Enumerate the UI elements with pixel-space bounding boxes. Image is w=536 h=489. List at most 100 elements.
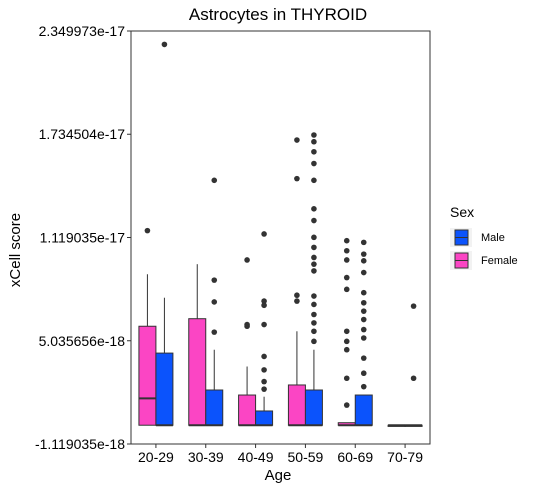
outlier-point — [311, 217, 317, 224]
box-male-30-39 — [205, 177, 224, 427]
box-female-20-29 — [138, 227, 157, 426]
y-axis-title: xCell score — [7, 213, 24, 287]
legend: Sex Male Female — [450, 204, 518, 270]
box-female-30-39 — [188, 264, 207, 427]
outlier-point — [244, 321, 250, 328]
box-female-50-59 — [287, 137, 306, 427]
x-tick-label: 40-49 — [238, 449, 274, 465]
outlier-point — [261, 298, 267, 304]
box-body — [155, 352, 174, 426]
x-tick-label: 30-39 — [188, 449, 224, 465]
box-female-40-49 — [238, 257, 257, 427]
x-tick-label: 50-59 — [288, 449, 324, 465]
outlier-point — [343, 247, 350, 254]
outlier-point — [294, 292, 300, 299]
x-tick-label: 70-79 — [387, 449, 423, 465]
outlier-point — [311, 244, 317, 251]
box-male-70-79 — [404, 303, 423, 427]
outlier-point — [343, 274, 350, 281]
outlier-point — [311, 301, 317, 308]
outlier-point — [360, 326, 367, 333]
y-tick-label: 2.349973e-17 — [39, 23, 126, 39]
legend-label-male: Male — [481, 232, 505, 244]
outlier-point — [410, 375, 417, 382]
outlier-point — [311, 132, 317, 138]
outlier-point — [311, 148, 317, 155]
outlier-point — [311, 160, 317, 167]
outlier-point — [343, 402, 350, 408]
outlier-point — [360, 355, 367, 361]
outlier-point — [343, 328, 350, 335]
chart-title: Astrocytes in THYROID — [189, 5, 367, 24]
outlier-point — [343, 257, 350, 263]
legend-label-female: Female — [481, 255, 518, 267]
outlier-point — [360, 308, 367, 314]
outlier-point — [161, 41, 168, 48]
outlier-point — [211, 277, 218, 283]
outlier-point — [343, 338, 350, 345]
box-male-20-29 — [155, 41, 174, 427]
outlier-point — [311, 311, 317, 318]
outlier-point — [360, 269, 367, 276]
y-tick-label: 1.119035e-17 — [40, 229, 126, 245]
outlier-point — [343, 346, 350, 353]
outlier-point — [261, 302, 267, 309]
box-male-50-59 — [304, 132, 323, 427]
x-tick-label: 20-29 — [138, 449, 174, 465]
outlier-point — [294, 175, 300, 182]
outlier-point — [311, 320, 317, 326]
box-body — [238, 394, 257, 426]
outlier-point — [311, 138, 317, 145]
box-body — [354, 394, 373, 426]
box-body — [205, 389, 224, 426]
outlier-point — [261, 386, 267, 392]
y-axis: -1.119035e-18 5.035656e-18 1.119035e-17 1.7… — [35, 23, 131, 452]
outlier-point — [360, 239, 367, 246]
outlier-point — [294, 298, 300, 304]
outlier-point — [360, 370, 367, 377]
outlier-point — [144, 227, 151, 234]
outlier-point — [211, 177, 218, 184]
y-tick-label: -1.119035e-18 — [35, 436, 125, 452]
box-body — [304, 389, 323, 426]
outlier-point — [211, 299, 218, 305]
x-tick-label: 60-69 — [337, 449, 373, 465]
outlier-point — [360, 299, 367, 306]
outlier-point — [360, 289, 367, 296]
box-body — [188, 318, 207, 426]
plot-panel — [130, 30, 431, 445]
outlier-point — [261, 378, 267, 385]
outlier-point — [261, 231, 267, 237]
box-body — [287, 384, 306, 426]
x-axis-title: Age — [265, 467, 292, 484]
outlier-point — [343, 375, 350, 382]
y-tick-label: 5.035656e-18 — [39, 333, 126, 349]
box-body — [138, 325, 157, 426]
box-female-70-79 — [387, 424, 406, 427]
box-body — [255, 410, 274, 426]
outlier-point — [211, 329, 218, 335]
outlier-point — [311, 177, 317, 184]
outlier-point — [311, 293, 317, 299]
box-series — [138, 41, 423, 427]
outlier-point — [311, 328, 317, 335]
outlier-point — [360, 258, 367, 264]
box-male-40-49 — [255, 231, 274, 427]
outlier-point — [261, 367, 267, 373]
outlier-point — [261, 321, 267, 328]
outlier-point — [360, 335, 367, 341]
outlier-point — [360, 383, 367, 390]
x-axis: 20-29 30-39 40-49 50-59 60-69 70-79 — [138, 444, 423, 465]
box-female-60-69 — [337, 237, 356, 427]
outlier-point — [244, 257, 250, 263]
outlier-point — [343, 237, 350, 244]
outlier-point — [311, 338, 317, 345]
outlier-point — [311, 261, 317, 267]
outlier-point — [343, 286, 350, 293]
box-male-60-69 — [354, 239, 373, 427]
outlier-point — [311, 268, 317, 274]
outlier-point — [311, 206, 317, 212]
outlier-point — [294, 137, 300, 143]
outlier-point — [311, 254, 317, 261]
